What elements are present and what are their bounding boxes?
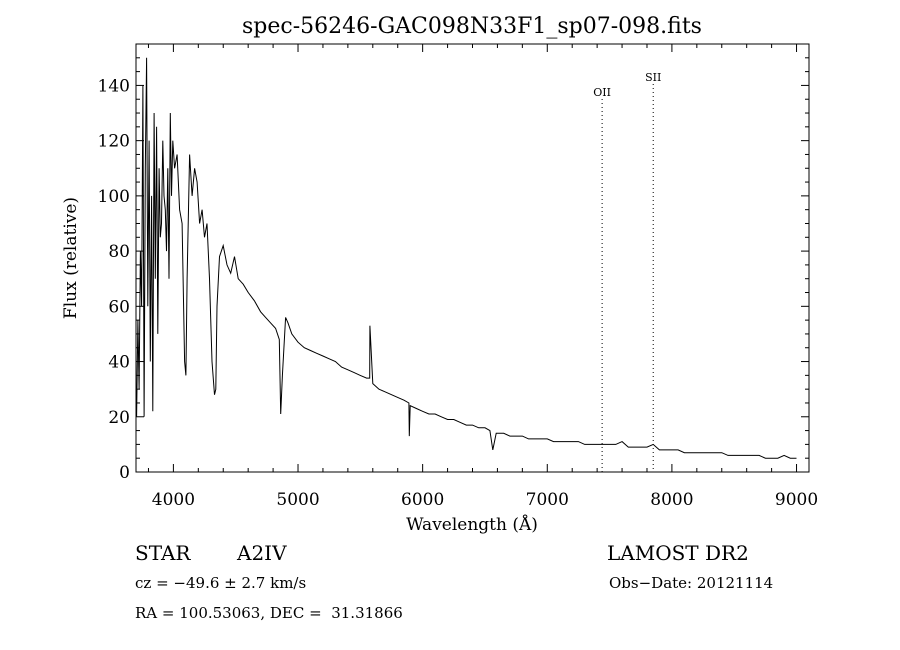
y-tick-label: 80 xyxy=(108,242,130,262)
x-axis-label: Wavelength (Å) xyxy=(406,514,538,535)
y-tick-label: 140 xyxy=(98,76,130,96)
plot-frame xyxy=(135,43,810,473)
line-label-oii: OII xyxy=(593,86,611,99)
object-class: STAR xyxy=(135,541,191,565)
line-label-sii: SII xyxy=(645,71,661,84)
y-tick-label: 100 xyxy=(98,187,130,207)
object-subclass: A2IV xyxy=(237,541,287,565)
x-tick-label: 7000 xyxy=(526,490,569,510)
redshift-cz: cz = −49.6 ± 2.7 km/s xyxy=(135,574,307,592)
y-tick-label: 0 xyxy=(119,463,130,483)
y-tick-label: 60 xyxy=(108,297,130,317)
ra-dec-coordinates: RA = 100.53063, DEC = 31.31866 xyxy=(135,604,403,622)
survey-name: LAMOST DR2 xyxy=(607,541,749,565)
x-tick-label: 4000 xyxy=(152,490,195,510)
y-tick-label: 120 xyxy=(98,132,130,152)
x-tick-label: 9000 xyxy=(775,490,818,510)
chart-title: spec-56246-GAC098N33F1_sp07-098.fits xyxy=(242,14,702,39)
spectrum-line xyxy=(136,57,797,459)
y-tick-label: 20 xyxy=(108,408,130,428)
observation-date: Obs−Date: 20121114 xyxy=(609,574,774,592)
y-tick-label: 40 xyxy=(108,353,130,373)
y-axis-label: Flux (relative) xyxy=(61,197,81,319)
x-tick-label: 8000 xyxy=(650,490,693,510)
x-tick-label: 6000 xyxy=(401,490,444,510)
x-tick-label: 5000 xyxy=(276,490,319,510)
